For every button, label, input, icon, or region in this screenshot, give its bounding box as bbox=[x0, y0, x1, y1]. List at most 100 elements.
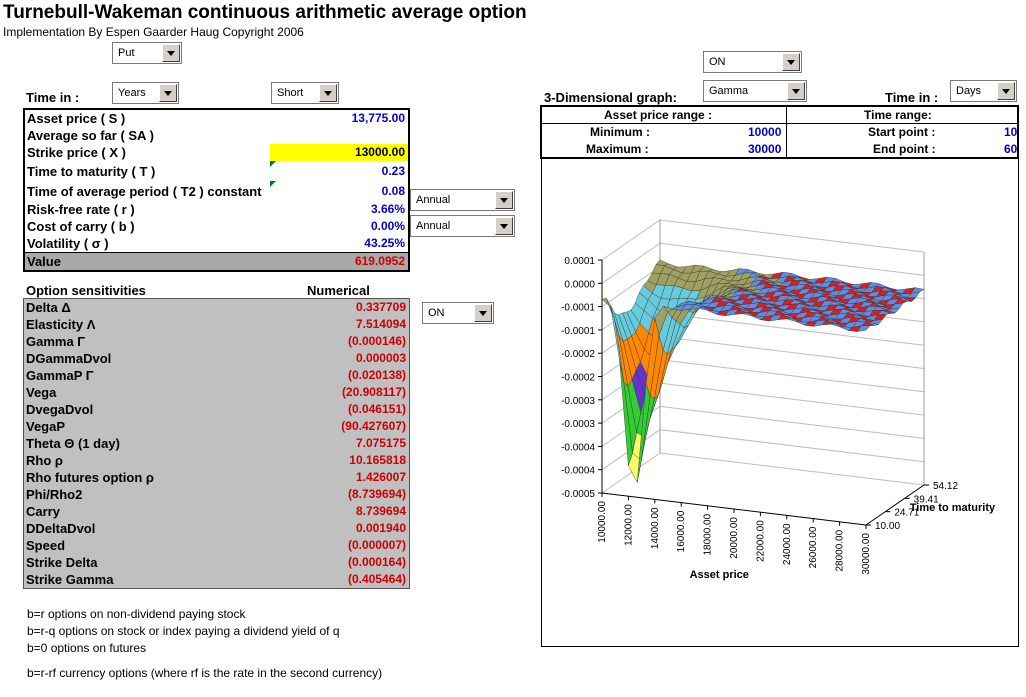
input-label: Risk-free rate ( r ) bbox=[27, 202, 135, 217]
note-line: b=0 options on futures bbox=[27, 641, 147, 655]
sensitivities-header: Option sensitivities bbox=[26, 283, 146, 298]
x-tick-label: 12000.00 bbox=[623, 504, 634, 546]
asset-price-value[interactable]: 13,775.00 bbox=[351, 111, 405, 125]
z-tick-label: -0.0003 bbox=[561, 396, 595, 407]
sensitivity-value: 7.075175 bbox=[355, 436, 406, 450]
time-to-maturity-value[interactable]: 0.23 bbox=[381, 164, 405, 178]
input-label: Average so far ( SA ) bbox=[27, 128, 154, 143]
chevron-down-icon[interactable] bbox=[495, 191, 513, 209]
input-row-asset-price[interactable]: Asset price ( S ) 13,775.00 bbox=[25, 110, 408, 127]
strike-price-value[interactable]: 13000.00 bbox=[354, 145, 405, 159]
page-title: Turnebull-Wakeman continuous arithmetic … bbox=[3, 2, 527, 23]
time-mode-value: Short bbox=[277, 87, 304, 99]
graph-toggle-dropdown[interactable]: ON bbox=[703, 51, 802, 73]
z-tick-label: -0.0004 bbox=[561, 466, 595, 477]
input-label: Time to maturity ( T ) bbox=[27, 164, 156, 179]
sensitivity-row: Strike Delta (0.000164) bbox=[24, 554, 409, 571]
sensitivity-value: (0.046151) bbox=[347, 402, 406, 416]
input-row-average-period[interactable]: Time of average period ( T2 ) constant 0… bbox=[25, 181, 408, 201]
y-axis-line bbox=[865, 484, 925, 526]
sensitivity-row: DDeltaDvol 0.001940 bbox=[24, 520, 409, 537]
start-label: Start point : bbox=[868, 125, 936, 139]
graph-metric-value: Gamma bbox=[709, 85, 749, 97]
time-unit-dropdown[interactable]: Years bbox=[112, 82, 179, 104]
chevron-down-icon[interactable] bbox=[159, 84, 177, 102]
sensitivity-value: (20.908117) bbox=[341, 385, 406, 399]
input-label: Asset price ( S ) bbox=[27, 111, 126, 126]
risk-free-rate-value[interactable]: 3.66% bbox=[370, 202, 405, 216]
graph-time-unit-dropdown[interactable]: Days bbox=[950, 80, 1017, 102]
average-period-value[interactable]: 0.08 bbox=[381, 184, 405, 198]
sensitivity-value: (0.405464) bbox=[347, 572, 406, 586]
graph-frame: 0.0001 0.0000 -0.0001 -0.0001 -0.0002 -0.0002… bbox=[541, 158, 1019, 647]
sensitivity-label: DGammaDvol bbox=[26, 351, 112, 366]
input-label: Cost of carry ( b ) bbox=[27, 219, 135, 234]
graph-time-unit-value: Days bbox=[956, 85, 982, 97]
z-tick-label: 0.0000 bbox=[564, 279, 595, 290]
max-value[interactable]: 30000 bbox=[748, 142, 782, 156]
input-row-risk-free-rate[interactable]: Risk-free rate ( r ) 3.66% bbox=[25, 201, 408, 218]
graph-metric-dropdown[interactable]: Gamma bbox=[703, 80, 807, 102]
z-tick-label: -0.0002 bbox=[561, 373, 595, 384]
option-type-dropdown[interactable]: Put bbox=[112, 42, 182, 64]
min-label: Minimum : bbox=[590, 125, 650, 139]
value-label: Value bbox=[27, 254, 61, 269]
x-axis-title: Asset price bbox=[690, 569, 749, 581]
time-in-label: Time in : bbox=[26, 90, 80, 105]
x-tick-label: 28000.00 bbox=[835, 529, 846, 571]
input-row-time-to-maturity[interactable]: Time to maturity ( T ) 0.23 bbox=[25, 161, 408, 181]
sensitivities-method: Numerical bbox=[307, 283, 370, 298]
input-row-cost-of-carry[interactable]: Cost of carry ( b ) 0.00% bbox=[25, 218, 408, 235]
sensitivity-row: Phi/Rho2 (8.739694) bbox=[24, 486, 409, 503]
sensitivity-value: 7.514094 bbox=[355, 317, 406, 331]
end-label: End point : bbox=[873, 142, 936, 156]
sensitivity-row: VegaP (90.427607) bbox=[24, 418, 409, 435]
min-value[interactable]: 10000 bbox=[748, 125, 782, 139]
chevron-down-icon[interactable] bbox=[997, 82, 1015, 100]
rate-period-dropdown-1[interactable]: Annual bbox=[410, 189, 515, 211]
z-tick-label: -0.0002 bbox=[561, 349, 595, 360]
x-tick-label: 10000.00 bbox=[597, 501, 608, 543]
chevron-down-icon[interactable] bbox=[787, 82, 805, 100]
y-axis-title: Time to maturity bbox=[910, 502, 996, 514]
sensitivity-label: GammaP Γ bbox=[26, 368, 94, 383]
end-value[interactable]: 60 bbox=[1004, 142, 1018, 156]
sensitivity-row: Speed (0.000007) bbox=[24, 537, 409, 554]
graph-label: 3-Dimensional graph: bbox=[544, 90, 677, 105]
start-value[interactable]: 10 bbox=[1004, 125, 1018, 139]
sensitivity-row: Carry 8.739694 bbox=[24, 503, 409, 520]
y-tick-label: 54.12 bbox=[933, 481, 958, 492]
sensitivity-value: 1.426007 bbox=[355, 470, 406, 484]
sensitivity-row: Gamma Γ (0.000146) bbox=[24, 333, 409, 350]
chevron-down-icon[interactable] bbox=[319, 84, 337, 102]
chevron-down-icon[interactable] bbox=[162, 44, 180, 62]
volatility-value[interactable]: 43.25% bbox=[364, 236, 405, 250]
table-divider bbox=[786, 107, 787, 157]
x-tick-label: 26000.00 bbox=[808, 526, 819, 568]
input-row-average-so-far[interactable]: Average so far ( SA ) bbox=[25, 127, 408, 144]
option-type-value: Put bbox=[118, 47, 135, 59]
asset-range-header: Asset price range : bbox=[604, 108, 713, 122]
sensitivity-label: Rho ρ bbox=[26, 453, 63, 468]
sensitivity-row: Vega (20.908117) bbox=[24, 384, 409, 401]
sensitivity-value: (0.020138) bbox=[347, 368, 406, 382]
note-line: b=r options on non-dividend paying stock bbox=[27, 607, 246, 621]
sensitivity-label: Vega bbox=[26, 385, 57, 400]
input-row-volatility[interactable]: Volatility ( σ ) 43.25% bbox=[25, 235, 408, 252]
sensitivity-value: (0.000007) bbox=[347, 538, 406, 552]
rate-period-dropdown-2[interactable]: Annual bbox=[410, 215, 515, 237]
chevron-down-icon[interactable] bbox=[474, 304, 492, 322]
wall-gridline bbox=[601, 452, 925, 494]
wall-gridline bbox=[601, 429, 925, 471]
x-tick-label: 20000.00 bbox=[729, 517, 740, 559]
chevron-down-icon[interactable] bbox=[782, 53, 800, 71]
time-mode-dropdown[interactable]: Short bbox=[271, 82, 339, 104]
cost-of-carry-value[interactable]: 0.00% bbox=[370, 219, 405, 233]
input-row-strike-price[interactable]: Strike price ( X ) 13000.00 bbox=[25, 144, 408, 161]
sensitivity-value: (0.000146) bbox=[347, 334, 406, 348]
chevron-down-icon[interactable] bbox=[495, 217, 513, 235]
sensitivity-label: Strike Gamma bbox=[26, 572, 114, 587]
sensitivity-row: Delta Δ 0.337709 bbox=[24, 299, 409, 316]
z-tick-label: -0.0004 bbox=[561, 442, 595, 453]
sensitivities-toggle-dropdown[interactable]: ON bbox=[422, 302, 494, 324]
